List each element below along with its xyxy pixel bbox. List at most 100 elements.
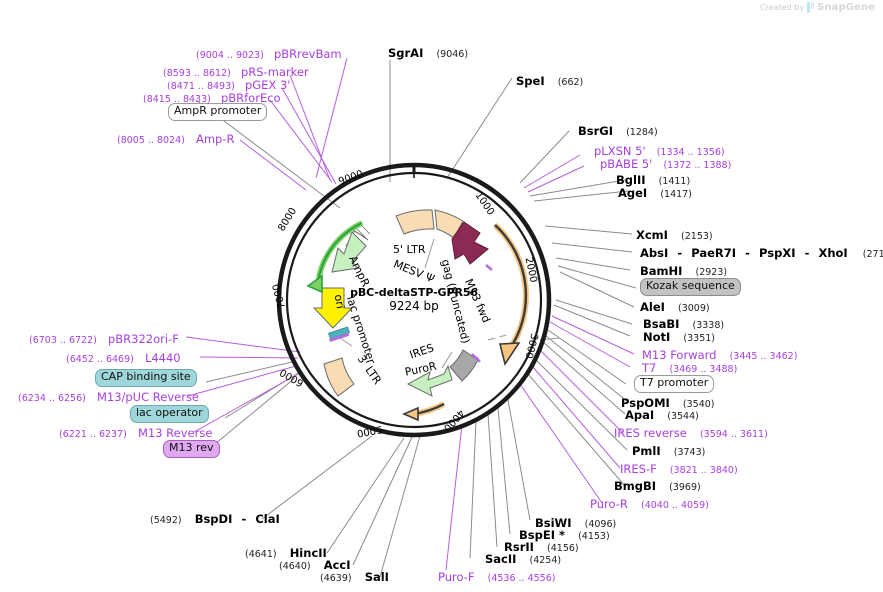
label-puro-r-name: Puro-R <box>590 497 628 511</box>
label-spei-name: SpeI <box>516 74 545 88</box>
label-puro-r-pos: (4040 .. 4059) <box>640 500 709 511</box>
feature-5-ltr <box>395 209 435 235</box>
label-pbrrevbam: (9004 .. 9023) pBRrevBam <box>196 45 342 61</box>
label-pbabe-5-pos: (1372 .. 1388) <box>663 160 732 171</box>
label-pspxi-name: PspXI <box>759 246 796 260</box>
feature-m13-fwd <box>485 264 493 271</box>
label-pmli-name: PmlI <box>632 444 661 458</box>
label-sacii: SacII (4254) <box>485 550 561 566</box>
label-cap-binding-site-box[interactable]: CAP binding site <box>95 369 197 387</box>
leader-lines-grey <box>195 60 637 578</box>
label-m13-rev-box[interactable]: M13 rev <box>163 440 220 458</box>
label-ires-f-name: IRES-F <box>620 462 657 476</box>
label-bsrgi-name: BsrGI <box>578 124 613 138</box>
label-kozak-sequence-box[interactable]: Kozak sequence <box>640 278 741 296</box>
label-m13-reverse-pos: (6221 .. 6237) <box>59 429 127 440</box>
label-hincii: (4641) HincII <box>245 544 327 560</box>
label-alei-pos: (3009) <box>678 303 710 314</box>
label-apai-name: ApaI <box>625 408 655 422</box>
label-sali-name: SalI <box>364 570 389 584</box>
label-noti: NotI (3351) <box>643 328 715 344</box>
label-spei-pos: (662) <box>557 77 584 88</box>
label-ires-reverse-pos: (3594 .. 3611) <box>699 429 768 440</box>
label-puro-f-pos: (4536 .. 4556) <box>487 573 556 584</box>
label-lac-operator-box[interactable]: lac operator <box>130 405 209 423</box>
feature-label-ori: ori <box>331 293 347 310</box>
label-t7: T7 (3469 .. 3488) <box>642 359 737 375</box>
label-pspomi: PspOMI (3540) <box>621 394 715 410</box>
snapgene-watermark: Created by SnapGene <box>760 2 875 13</box>
label-ires-f: IRES-F (3821 .. 3840) <box>620 460 738 476</box>
label-bspei-pos: (4153) <box>578 531 610 542</box>
label-m13-puc-reverse-name: M13/pUC Reverse <box>96 390 200 404</box>
label-ires-reverse: IRES reverse (3594 .. 3611) <box>614 424 768 440</box>
label-l4440-name: L4440 <box>144 351 181 365</box>
label-ires-reverse-name: IRES reverse <box>614 426 687 440</box>
label-pbabe-5-name: pBABE 5' <box>600 157 653 171</box>
label-apai-pos: (3544) <box>667 411 699 422</box>
feature-lac-promoter <box>328 326 350 342</box>
label-ampr-promoter-box[interactable]: AmpR promoter <box>168 103 268 121</box>
label-m13-reverse-name: M13 Reverse <box>137 426 213 440</box>
label-bsrgi-pos: (1284) <box>626 127 658 138</box>
label-t7-pos: (3469 .. 3488) <box>669 364 738 375</box>
label-prs-marker-name: pRS-marker <box>240 65 309 79</box>
label-prs-marker: (8593 .. 8612) pRS-marker <box>163 63 309 79</box>
label-bspei: BspEI * (4153) <box>519 526 610 542</box>
label-bmgbi: BmgBI (3969) <box>614 477 701 493</box>
label-l4440-pos: (6452 .. 6469) <box>66 354 134 365</box>
feature-ampr-promoter <box>306 220 364 294</box>
label-pspomi-name: PspOMI <box>621 396 670 410</box>
label-hincii-name: HincII <box>289 546 327 560</box>
label-puro-f: Puro-F (4536 .. 4556) <box>438 568 555 584</box>
label-spei: SpeI (662) <box>516 72 583 88</box>
label-bspdi-group: (5492) BspDI - ClaI <box>150 512 280 526</box>
label-paer7i-name: PaeR7I <box>691 246 737 260</box>
label-bsabi-name: BsaBI <box>643 317 680 331</box>
label-absi-group-pos: (2718) <box>862 249 883 260</box>
label-bamhi-pos: (2923) <box>695 267 728 278</box>
label-xcmi-pos: (2153) <box>681 231 713 242</box>
feature-3-ltr <box>323 357 355 397</box>
label-pmli: PmlI (3743) <box>632 442 705 458</box>
leader-lines-purple <box>185 57 635 571</box>
label-bsiwi-pos: (4096) <box>584 519 617 530</box>
watermark-brand: SnapGene <box>817 2 875 13</box>
label-m13-forward: M13 Forward (3445 .. 3462) <box>642 346 797 362</box>
label-pgex-3-pos: (8471 .. 8493) <box>167 81 235 92</box>
label-pbrrevbam-pos: (9004 .. 9023) <box>196 50 264 61</box>
label-absi-group: AbsI - PaeR7I - PspXI - XhoI (2718) <box>640 244 883 260</box>
label-m13-puc-reverse-pos: (6234 .. 6256) <box>18 393 86 404</box>
label-noti-name: NotI <box>643 330 671 344</box>
feature-gag-truncated <box>451 221 489 265</box>
label-bspdi-group-pos: (5492) <box>150 515 182 526</box>
label-rsrii: RsrII (4156) <box>504 538 579 554</box>
label-bglii: BglII (1411) <box>616 171 690 187</box>
label-xcmi: XcmI (2153) <box>636 226 713 242</box>
label-pbrforeco-name: pBRforEco <box>220 91 281 105</box>
label-bsiwi-name: BsiWI <box>535 516 572 530</box>
feature-arc-orange-cw <box>492 222 529 366</box>
label-agei-pos: (1417) <box>660 189 692 200</box>
label-sacii-pos: (4254) <box>529 555 562 566</box>
label-t7-promoter-box[interactable]: T7 promoter <box>634 375 715 393</box>
label-bmgbi-name: BmgBI <box>614 479 657 493</box>
label-pspomi-pos: (3540) <box>682 399 715 410</box>
plasmid-title-block: pBC-deltaSTP-GPR56 9224 bp <box>350 286 478 313</box>
label-alei-name: AleI <box>640 300 665 314</box>
label-pgex-3-name: pGEX 3' <box>244 78 291 92</box>
label-bsabi: BsaBI (3338) <box>643 315 724 331</box>
label-amp-r-pos: (8005 .. 8024) <box>117 135 185 146</box>
plasmid-size: 9224 bp <box>389 299 439 313</box>
feature-arc-orange-ccw <box>401 401 446 422</box>
label-acci-pos: (4640) <box>279 561 311 572</box>
feature-puror <box>406 364 453 397</box>
label-bspei-name: BspEI * <box>519 528 565 542</box>
label-sali: (4639) SalI <box>320 568 389 584</box>
label-l4440: (6452 .. 6469) L4440 <box>66 349 181 365</box>
label-agei: AgeI (1417) <box>618 184 692 200</box>
label-acci: (4640) AccI <box>279 556 351 572</box>
label-bamhi: BamHI (2923) <box>640 262 727 278</box>
label-m13-puc-reverse: (6234 .. 6256) M13/pUC Reverse <box>18 388 199 404</box>
